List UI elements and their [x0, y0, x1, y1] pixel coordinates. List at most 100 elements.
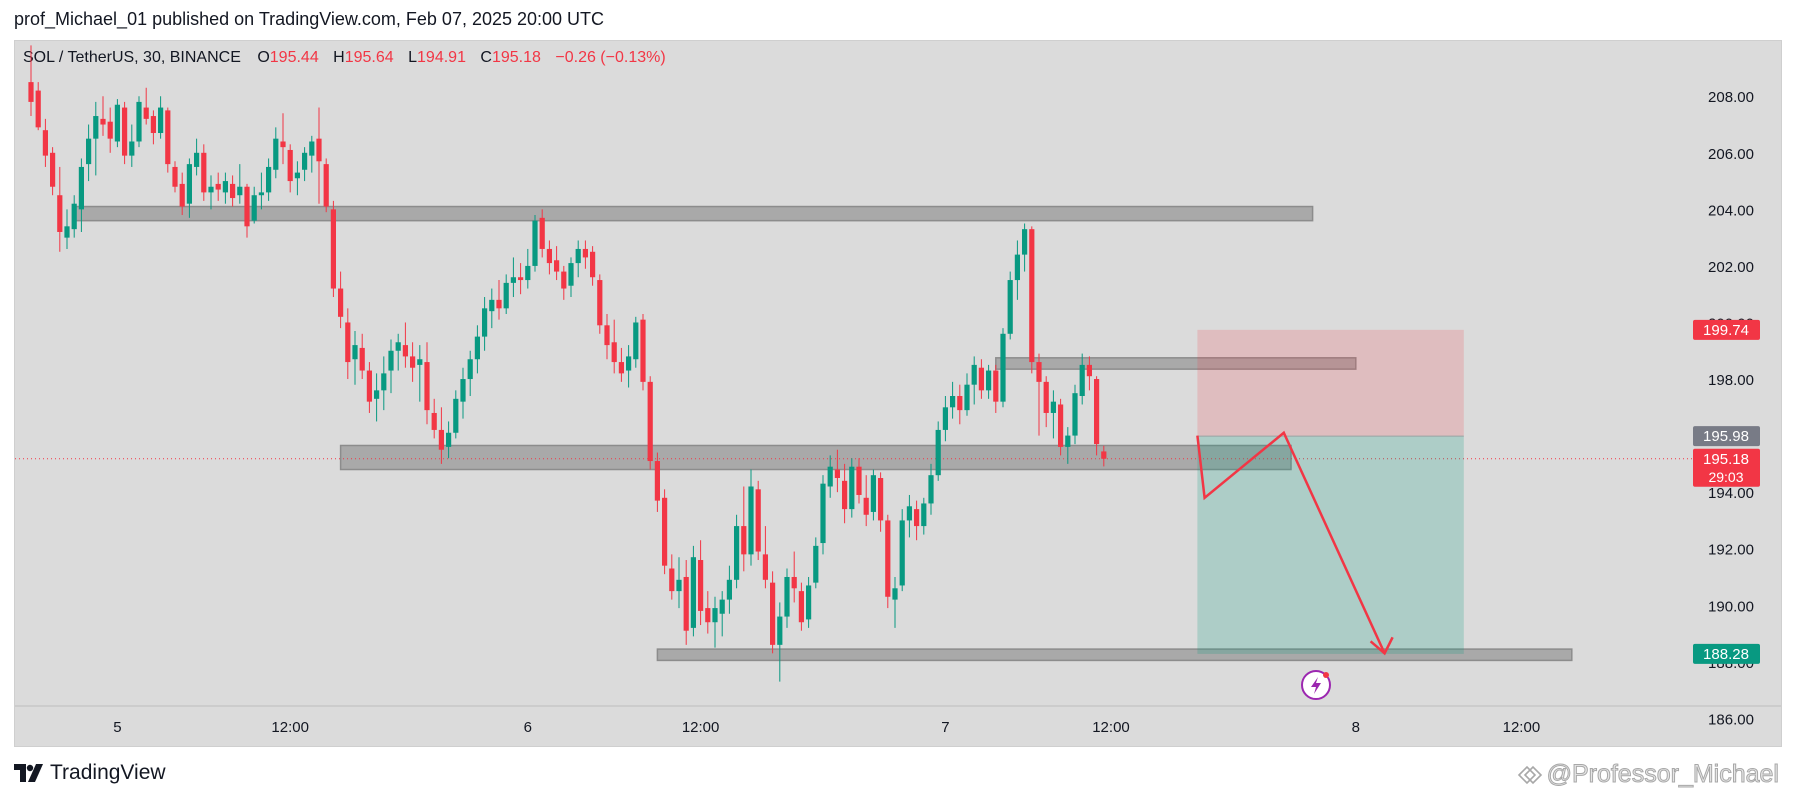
candle-body: [338, 288, 344, 317]
candle: [539, 209, 545, 258]
y-tick-label: 194.00: [1708, 485, 1754, 502]
candle: [834, 449, 840, 493]
candle-body: [78, 166, 84, 210]
candle-body: [1094, 379, 1100, 445]
candle: [381, 356, 387, 411]
candle: [474, 325, 480, 374]
candle: [1065, 427, 1071, 464]
candle-body: [885, 520, 891, 597]
candle: [964, 373, 970, 416]
candle-body: [1065, 435, 1071, 447]
candle: [1014, 240, 1020, 300]
candle-body: [186, 164, 192, 204]
candle-body: [194, 152, 200, 167]
candle: [885, 514, 891, 609]
candle-body: [222, 181, 228, 193]
candle: [575, 240, 581, 278]
projection-path[interactable]: [1196, 430, 1386, 654]
x-tick-label: 12:00: [271, 719, 309, 736]
chart-panel[interactable]: SOL / TetherUS, 30, BINANCE O195.44 H195…: [14, 40, 1782, 747]
candle: [798, 582, 804, 631]
candle: [244, 183, 250, 238]
x-tick-label: 6: [524, 719, 532, 736]
price-tag-label: 195.98: [1703, 428, 1749, 445]
candle-body: [359, 347, 365, 371]
candle: [813, 537, 819, 589]
y-tick-label: 202.00: [1708, 259, 1754, 276]
watermark-icon: [1517, 765, 1542, 784]
candle-body: [935, 429, 941, 476]
price-tag[interactable]: 199.74: [1693, 319, 1760, 340]
candle: [690, 545, 696, 637]
candle-body: [64, 226, 70, 238]
candle: [1086, 356, 1092, 391]
candle-body: [381, 373, 387, 391]
candle: [741, 486, 747, 572]
candle-body: [424, 362, 430, 411]
candle: [870, 469, 876, 521]
candle: [770, 571, 776, 654]
candle: [748, 469, 754, 566]
candle: [374, 373, 380, 422]
candle: [971, 356, 977, 405]
candle: [777, 602, 783, 682]
countdown-label: 29:03: [1708, 469, 1743, 485]
candle-body: [618, 362, 624, 374]
candle-body: [863, 497, 869, 515]
candle-body: [734, 526, 740, 580]
candle: [597, 274, 603, 334]
stop-loss-zone[interactable]: [1197, 329, 1464, 437]
candle-body: [784, 576, 790, 617]
candle-body: [683, 576, 689, 631]
candle-body: [330, 209, 336, 289]
tradingview-logo[interactable]: TradingView: [14, 760, 166, 786]
candle-body: [28, 82, 34, 102]
candle: [158, 96, 164, 139]
lightning-icon[interactable]: [1301, 670, 1331, 700]
candle: [208, 175, 214, 210]
candle: [856, 458, 862, 504]
candle-body: [719, 599, 725, 614]
candle-body: [856, 466, 862, 495]
candle: [1043, 376, 1049, 428]
candle-body: [950, 396, 956, 408]
candle-body: [604, 325, 610, 346]
candle: [438, 407, 444, 464]
candle-body: [626, 356, 632, 371]
candle: [1101, 445, 1107, 467]
candle: [489, 288, 495, 329]
price-tag-box: [1693, 448, 1760, 487]
zone-198[interactable]: [995, 357, 1357, 370]
candle: [201, 144, 207, 201]
take-profit-zone[interactable]: [1197, 436, 1464, 654]
resistance-zone-204[interactable]: [73, 205, 1314, 222]
candle: [950, 381, 956, 419]
candle-body: [258, 192, 264, 196]
candle: [669, 554, 675, 600]
candle-body: [201, 152, 207, 193]
zone-188[interactable]: [656, 648, 1573, 662]
candle-body: [323, 164, 329, 207]
candle: [143, 87, 149, 125]
price-tag[interactable]: 195.98: [1693, 426, 1760, 447]
candle-body: [410, 356, 416, 368]
price-tag[interactable]: 188.28: [1693, 643, 1760, 664]
y-tick-label: 192.00: [1708, 542, 1754, 559]
candle: [258, 172, 264, 210]
candle-body: [849, 466, 855, 510]
candle-body: [762, 554, 768, 580]
support-zone-195[interactable]: [339, 444, 1292, 471]
candle: [100, 96, 106, 136]
candle: [179, 172, 185, 216]
candlestick-chart[interactable]: SOL / TetherUS, 30, BINANCE O195.44 H195…: [15, 41, 1781, 746]
candle: [323, 158, 329, 213]
candle: [921, 497, 927, 535]
candle: [330, 200, 336, 298]
candle: [604, 313, 610, 360]
price-tag-label: 199.74: [1703, 322, 1749, 339]
x-tick-label: 12:00: [682, 719, 720, 736]
watermark-text: @Professor_Michael: [1546, 760, 1779, 789]
y-tick-label: 198.00: [1708, 372, 1754, 389]
candle: [611, 319, 617, 374]
